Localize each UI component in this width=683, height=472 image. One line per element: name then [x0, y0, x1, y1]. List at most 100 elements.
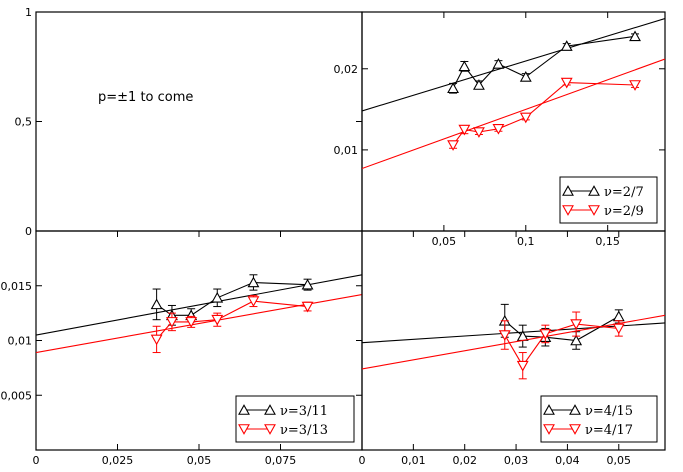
- data-point: [519, 71, 532, 82]
- legend: ν=3/11 ν=3/13: [235, 395, 355, 443]
- x-tick-label: 0,01: [401, 454, 426, 467]
- legend-marker: [238, 404, 250, 415]
- legend-label: ν=3/13: [280, 423, 328, 438]
- legend-box: [235, 395, 355, 443]
- x-tick-label: 0,05: [607, 454, 632, 467]
- data-point: [516, 360, 529, 372]
- y-tick-label: 0,5: [15, 116, 33, 129]
- data-point: [492, 58, 505, 69]
- plot-area: [362, 303, 665, 380]
- fit-line: [362, 314, 665, 370]
- data-point: [629, 30, 641, 42]
- legend-marker: [543, 404, 555, 415]
- x-tick-label: 0,1: [517, 235, 535, 248]
- legend-label: ν=3/11: [280, 404, 328, 419]
- legend-label: ν=4/15: [585, 404, 633, 419]
- legend-marker: [588, 185, 600, 196]
- legend-marker: [569, 404, 581, 415]
- legend-entry: ν=3/13: [238, 423, 328, 438]
- legend-label: ν=2/9: [604, 204, 644, 219]
- legend-label: ν=4/17: [585, 423, 633, 438]
- legend-entry: ν=4/15: [543, 404, 633, 419]
- x-tick-label: 0,03: [504, 454, 529, 467]
- x-tick-label: 0: [359, 454, 366, 467]
- legend-entry: ν=2/9: [562, 204, 644, 219]
- data-point: [166, 317, 178, 328]
- y-tick-label: 0,005: [1, 389, 33, 402]
- legend-marker: [543, 424, 555, 435]
- data-point: [447, 140, 459, 151]
- data-point: [560, 40, 573, 51]
- legend-marker: [569, 424, 581, 435]
- legend-marker: [562, 185, 574, 196]
- x-tick-label: 0: [33, 454, 40, 467]
- series-1: [36, 274, 362, 336]
- series-2: [362, 58, 665, 170]
- x-tick-label: 0,05: [432, 235, 457, 248]
- legend-box: [540, 395, 658, 443]
- fit-line: [362, 58, 665, 170]
- data-point: [458, 124, 471, 136]
- data-point: [612, 323, 625, 335]
- legend: ν=4/15 ν=4/17: [540, 395, 658, 443]
- series-1: [362, 17, 665, 112]
- y-tick-label: 0,01: [8, 335, 33, 348]
- data-point: [211, 314, 224, 326]
- data-point: [211, 291, 224, 303]
- plot-area: [36, 274, 362, 354]
- series-line: [504, 323, 619, 367]
- legend-entry: ν=2/7: [562, 185, 644, 200]
- panel-frame: [361, 230, 666, 451]
- legend-entry: ν=3/11: [238, 404, 328, 419]
- data-point: [498, 330, 511, 341]
- data-point: [560, 77, 573, 89]
- y-tick-label: 0,015: [1, 280, 33, 293]
- legend-marker: [588, 205, 600, 216]
- y-tick-label: 0,01: [334, 144, 359, 157]
- data-point: [301, 278, 314, 290]
- data-point: [473, 79, 485, 90]
- data-point: [570, 334, 583, 346]
- x-tick-label: 0,025: [102, 454, 134, 467]
- legend-label: ν=2/7: [604, 185, 644, 200]
- fit-line: [362, 17, 665, 112]
- data-point: [492, 124, 505, 135]
- legend-entry: ν=4/17: [543, 423, 633, 438]
- panel-top-right: 0,05 0,1 0,15 0,01 0,02 ν=2/7 ν=2/9: [334, 11, 666, 248]
- legend-box: [559, 176, 658, 224]
- x-tick-label: 0,075: [265, 454, 297, 467]
- data-point: [185, 317, 198, 328]
- data-point: [539, 329, 552, 340]
- x-tick-label: 0,04: [555, 454, 580, 467]
- panel-annotation: p=±1 to come: [98, 90, 193, 105]
- data-point: [458, 60, 471, 72]
- legend-marker: [238, 424, 250, 435]
- series-2: [36, 293, 362, 354]
- legend-marker: [264, 404, 276, 415]
- data-point: [301, 301, 314, 313]
- data-point: [519, 112, 532, 124]
- series-line: [156, 300, 308, 340]
- legend-marker: [562, 205, 574, 216]
- y-tick-label: 1: [25, 6, 32, 19]
- panel-bottom-right: 0 0,01 0,02 0,03 0,04 0,05 ν=4/15 ν=4/17: [359, 230, 666, 467]
- data-point: [570, 319, 583, 330]
- plot-area: [362, 17, 665, 170]
- data-point: [612, 310, 625, 322]
- legend: ν=2/7 ν=2/9: [559, 176, 658, 224]
- data-point: [447, 82, 459, 94]
- legend-marker: [264, 424, 276, 435]
- data-point: [150, 334, 163, 346]
- x-tick-label: 0,05: [187, 454, 212, 467]
- panel-top-left: 0 0,5 1 p=±1 to come: [15, 6, 363, 238]
- series-line: [452, 35, 636, 89]
- y-tick-label: 0,02: [334, 63, 359, 76]
- data-point: [473, 127, 485, 138]
- fit-line: [36, 293, 362, 354]
- panel-frame: [35, 11, 363, 232]
- x-tick-label: 0,15: [595, 235, 620, 248]
- data-point: [247, 296, 260, 307]
- panel-bottom-left: 0 0,025 0,05 0,0750,0050,010,015ν=3/11ν=3/1…: [1, 230, 363, 467]
- series-line: [452, 82, 636, 146]
